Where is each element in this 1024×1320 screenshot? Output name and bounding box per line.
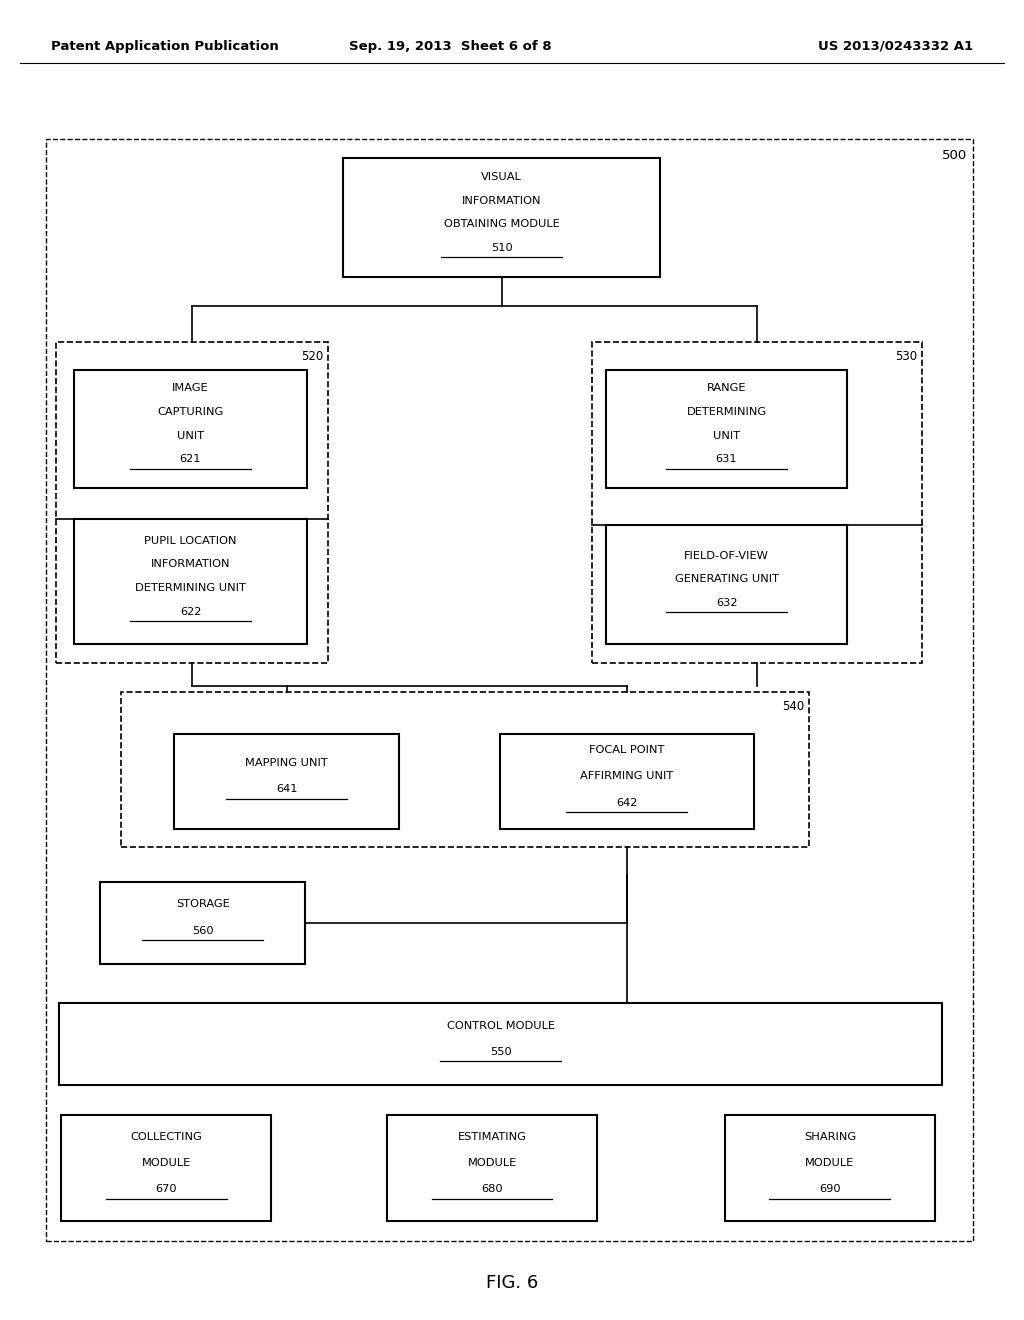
Text: 670: 670	[156, 1184, 177, 1195]
Text: RANGE: RANGE	[707, 383, 746, 393]
Text: FOCAL POINT: FOCAL POINT	[589, 744, 665, 755]
Text: ESTIMATING: ESTIMATING	[458, 1131, 526, 1142]
Text: SHARING: SHARING	[804, 1131, 856, 1142]
Bar	[387, 1115, 597, 1221]
Bar	[343, 158, 660, 277]
Text: IMAGE: IMAGE	[172, 383, 209, 393]
Text: 540: 540	[782, 700, 805, 713]
Text: UNIT: UNIT	[713, 430, 740, 441]
Text: 641: 641	[276, 784, 297, 795]
Text: COLLECTING: COLLECTING	[130, 1131, 203, 1142]
Text: 631: 631	[716, 454, 737, 465]
Bar	[56, 342, 328, 663]
Bar	[174, 734, 399, 829]
Text: 560: 560	[191, 925, 214, 936]
Text: Patent Application Publication: Patent Application Publication	[51, 40, 279, 53]
Text: 621: 621	[180, 454, 201, 465]
Text: 632: 632	[716, 598, 737, 609]
Text: MAPPING UNIT: MAPPING UNIT	[246, 758, 328, 768]
Text: FIELD-OF-VIEW: FIELD-OF-VIEW	[684, 550, 769, 561]
Text: CAPTURING: CAPTURING	[158, 407, 223, 417]
Text: FIG. 6: FIG. 6	[485, 1274, 539, 1292]
Text: INFORMATION: INFORMATION	[462, 195, 542, 206]
Bar	[606, 525, 847, 644]
Text: INFORMATION: INFORMATION	[151, 560, 230, 569]
Bar	[121, 692, 809, 847]
Text: 642: 642	[616, 797, 637, 808]
Text: AFFIRMING UNIT: AFFIRMING UNIT	[580, 771, 674, 781]
Text: VISUAL: VISUAL	[481, 172, 522, 182]
Text: 500: 500	[942, 149, 968, 162]
Text: MODULE: MODULE	[467, 1158, 517, 1168]
Text: US 2013/0243332 A1: US 2013/0243332 A1	[818, 40, 973, 53]
Bar	[725, 1115, 935, 1221]
Bar	[59, 1003, 942, 1085]
Bar	[46, 139, 973, 1241]
Text: GENERATING UNIT: GENERATING UNIT	[675, 574, 778, 585]
Text: 530: 530	[895, 350, 918, 363]
Text: STORAGE: STORAGE	[176, 899, 229, 909]
Bar	[74, 519, 307, 644]
Text: 550: 550	[489, 1047, 512, 1057]
Bar	[500, 734, 754, 829]
Text: Sep. 19, 2013  Sheet 6 of 8: Sep. 19, 2013 Sheet 6 of 8	[349, 40, 552, 53]
Text: 520: 520	[301, 350, 324, 363]
Text: PUPIL LOCATION: PUPIL LOCATION	[144, 536, 237, 545]
Text: 680: 680	[481, 1184, 503, 1195]
Text: OBTAINING MODULE: OBTAINING MODULE	[443, 219, 560, 230]
Bar	[61, 1115, 271, 1221]
Bar	[606, 370, 847, 488]
Text: MODULE: MODULE	[805, 1158, 855, 1168]
Text: DETERMINING UNIT: DETERMINING UNIT	[135, 583, 246, 593]
Text: UNIT: UNIT	[177, 430, 204, 441]
Text: 690: 690	[819, 1184, 841, 1195]
Bar	[100, 882, 305, 964]
Bar	[74, 370, 307, 488]
Text: DETERMINING: DETERMINING	[686, 407, 767, 417]
Text: CONTROL MODULE: CONTROL MODULE	[446, 1020, 555, 1031]
Text: 622: 622	[180, 607, 201, 616]
Text: 510: 510	[490, 243, 513, 253]
Bar	[592, 342, 922, 663]
Text: MODULE: MODULE	[141, 1158, 191, 1168]
